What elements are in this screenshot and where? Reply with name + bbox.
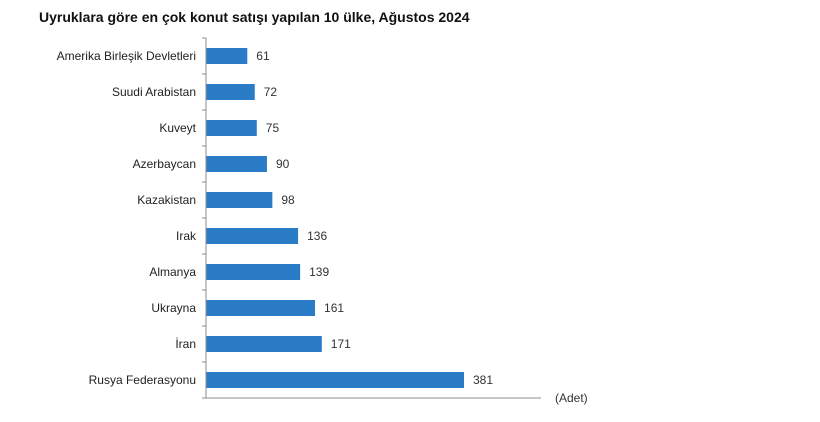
bar	[206, 48, 248, 64]
category-label: Rusya Federasyonu	[89, 373, 196, 387]
bar	[206, 264, 301, 280]
unit-label: (Adet)	[555, 391, 588, 405]
category-label: İran	[175, 337, 196, 351]
data-label: 381	[473, 373, 493, 387]
data-label: 75	[266, 121, 280, 135]
bar	[206, 120, 257, 136]
bar	[206, 192, 273, 208]
bar	[206, 336, 322, 352]
data-label: 90	[276, 157, 290, 171]
data-label: 136	[307, 229, 327, 243]
data-label: 161	[324, 301, 344, 315]
bars-group: Amerika Birleşik Devletleri 61 Suudi Arabi…	[57, 37, 493, 399]
category-label: Ukrayna	[151, 301, 196, 315]
data-label: 171	[331, 337, 351, 351]
bar	[206, 156, 267, 172]
category-label: Kazakistan	[137, 193, 196, 207]
bar	[206, 372, 464, 388]
data-label: 98	[281, 193, 295, 207]
data-label: 72	[264, 85, 278, 99]
bar	[206, 228, 299, 244]
category-label: Azerbaycan	[133, 157, 196, 171]
data-label: 139	[309, 265, 329, 279]
category-label: Irak	[176, 229, 197, 243]
data-label: 61	[256, 49, 270, 63]
chart-title: Uyruklara göre en çok konut satışı yapıl…	[39, 9, 470, 25]
category-label: Almanya	[149, 265, 196, 279]
bar	[206, 300, 316, 316]
bar	[206, 84, 255, 100]
category-label: Amerika Birleşik Devletleri	[57, 49, 196, 63]
category-label: Kuveyt	[159, 121, 196, 135]
category-label: Suudi Arabistan	[112, 85, 196, 99]
